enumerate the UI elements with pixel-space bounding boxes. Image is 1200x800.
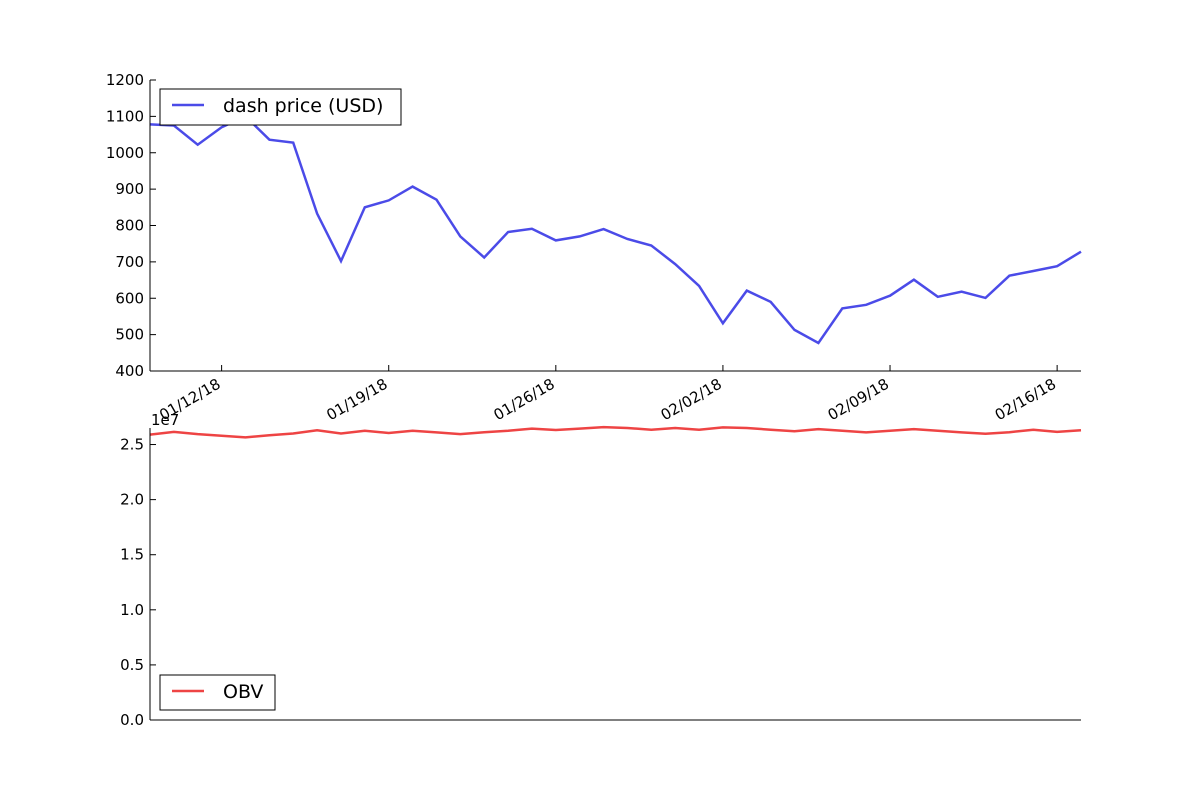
price-y-tick-label: 1200 — [106, 71, 144, 89]
price-y-tick-label: 400 — [115, 362, 144, 380]
date-x-tick-label: 02/09/18 — [825, 375, 892, 424]
date-x-tick-label: 01/19/18 — [323, 375, 390, 424]
obv-scale-label: 1e7 — [151, 411, 179, 429]
obv-y-ticks: 0.0 0.5 1.0 1.5 2.0 2.5 — [120, 436, 156, 729]
obv-legend-box — [159, 674, 276, 711]
price-y-tick-label: 500 — [115, 326, 144, 344]
price-y-ticks: 400 500 600 700 800 900 1000 1100 1200 — [106, 71, 156, 380]
obv-y-tick-label: 1.5 — [120, 546, 144, 564]
obv-y-tick-label: 2.0 — [120, 491, 144, 509]
obv-y-tick-label: 0.0 — [120, 711, 144, 729]
date-x-tick-label: 01/26/18 — [490, 375, 557, 424]
price-y-tick-label: 700 — [115, 253, 144, 271]
date-x-ticks: 01/12/18 01/19/18 01/26/18 02/02/18 02/09/18… — [156, 365, 1059, 424]
price-y-tick-label: 900 — [115, 180, 144, 198]
price-legend: dash price (USD) — [159, 88, 402, 126]
obv-y-tick-label: 1.0 — [120, 601, 144, 619]
price-y-tick-label: 800 — [115, 217, 144, 235]
date-x-tick-label: 02/16/18 — [992, 375, 1059, 424]
date-x-tick-label: 02/02/18 — [658, 375, 725, 424]
obv-series-line — [149, 425, 1082, 439]
price-series-line — [149, 114, 1082, 345]
price-y-tick-label: 1100 — [106, 107, 144, 125]
obv-legend: OBV — [159, 674, 276, 711]
obv-y-tick-label: 0.5 — [120, 656, 144, 674]
obv-legend-label: OBV — [223, 681, 263, 703]
price-legend-box — [159, 88, 402, 126]
price-y-tick-label: 1000 — [106, 144, 144, 162]
price-y-tick-label: 600 — [115, 289, 144, 307]
obv-y-tick-label: 2.5 — [120, 436, 144, 454]
obv-axes: 0.0 0.5 1.0 1.5 2.0 2.5 1e7 OBV — [120, 411, 1082, 729]
price-legend-label: dash price (USD) — [223, 95, 383, 117]
